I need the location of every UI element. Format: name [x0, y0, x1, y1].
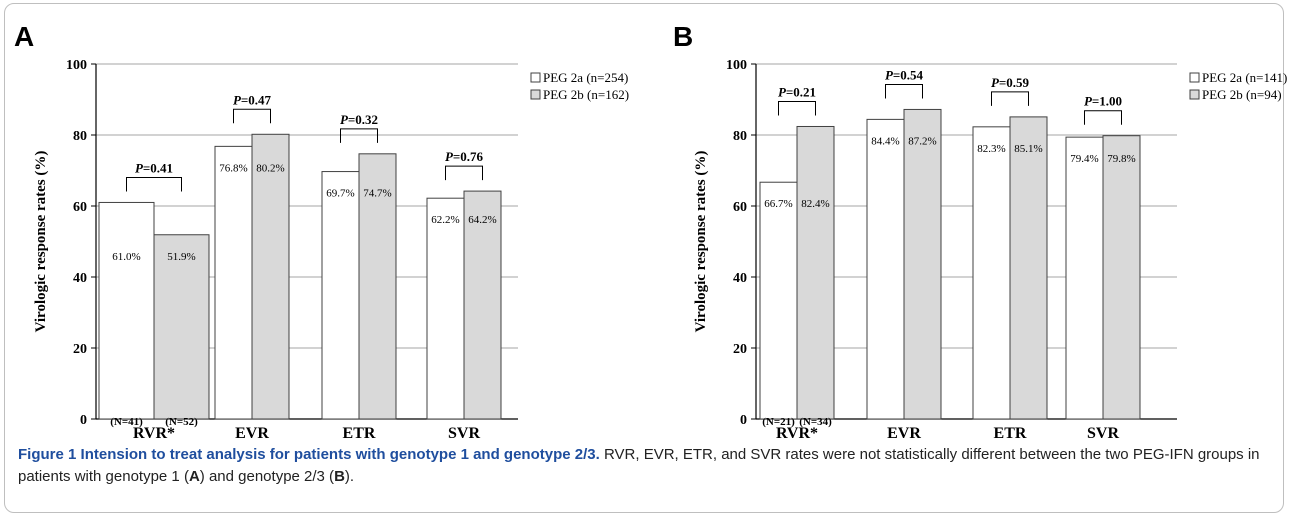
panel-a-data-label: 80.2%: [256, 162, 284, 174]
panel-a-category-label: SVR: [448, 425, 480, 440]
panel-b-bar-series-1: [1065, 136, 1104, 420]
panel-b-y-tick-label: 0: [740, 413, 747, 428]
panel-a-bar-series-2: [251, 133, 290, 420]
panel-a-legend-swatch: [530, 72, 541, 83]
panel-a-p-value-label: P=0.32: [340, 112, 378, 127]
panel-a-y-axis-label: Virologic response rates (%): [33, 151, 49, 333]
panel-a-p-value-bracket: [126, 176, 182, 192]
panel-b-bar-series-2: [796, 125, 835, 420]
panel-a-y-tick-label: 100: [66, 58, 87, 73]
panel-b-data-label: 87.2%: [908, 135, 936, 147]
panel-b-y-tick-label: 100: [726, 58, 747, 73]
figure-panels: A 0 20 40 60 80 100 Virologic response rates (%…: [14, 21, 1287, 440]
panel-a-p-value-label: P=0.47: [233, 92, 272, 107]
panel-b-data-label: 79.4%: [1070, 153, 1098, 165]
caption-text-1: RVR, EVR, ETR, and SVR rates were not st…: [18, 446, 1260, 485]
panel-b-data-label: 84.4%: [871, 135, 899, 147]
panel-a-legend-swatch: [530, 89, 541, 100]
panel-b-data-label: 85.1%: [1014, 143, 1042, 155]
panel-b-legend-swatch: [1189, 72, 1200, 83]
panel-b-data-label: 82.3%: [977, 143, 1005, 155]
panel-a-y-tick-label: 40: [73, 271, 87, 286]
panel-a-legend-label: PEG 2b (n=162): [543, 87, 629, 102]
caption-text-2: ) and genotype 2/3 (: [199, 468, 335, 485]
panel-a-y-tick-label: 0: [80, 413, 87, 428]
panel-a-data-label: 61.0%: [112, 251, 140, 263]
panel-a-category-label: EVR: [235, 425, 269, 440]
panel-a-p-value-bracket: [233, 108, 271, 124]
panel-a-n-label: (N=52): [165, 416, 198, 428]
panel-a-y-tick-label: 80: [73, 129, 87, 144]
panel-b-bar-series-1: [759, 181, 798, 420]
panel-b-bar-series-2: [903, 108, 942, 420]
panel-b-n-label: (N=21): [762, 416, 795, 428]
panel-a-n-label: (N=41): [110, 416, 143, 428]
panel-b-bar-series-1: [972, 126, 1011, 420]
panel-b-y-tick-label: 60: [733, 200, 747, 215]
panel-b-p-value-bracket: [885, 83, 923, 99]
panel-b-category-label: EVR: [887, 425, 921, 440]
panel-b-category-label: RVR*: [776, 425, 818, 440]
panel-a-category-label: RVR*: [133, 425, 175, 440]
panel-a-p-value-label: P=0.41: [135, 160, 173, 175]
panel-b-p-value-label: P=1.00: [1084, 94, 1122, 109]
caption-label: Figure 1: [18, 446, 77, 463]
panel-b-p-value-bracket: [991, 91, 1029, 106]
panel-a-data-label: 76.8%: [219, 162, 247, 174]
panel-a-bar-series-1: [321, 171, 360, 420]
panel-b-y-tick-label: 80: [733, 129, 747, 144]
panel-a-data-label: 51.9%: [167, 251, 195, 263]
panel-a-legend-label: PEG 2a (n=254): [543, 70, 628, 85]
panel-b-bar-series-2: [1009, 116, 1048, 420]
panel-a-bar-series-2: [463, 190, 502, 420]
panel-b-category-label: SVR: [1087, 425, 1119, 440]
panel-a-p-value-label: P=0.76: [445, 149, 484, 164]
panel-a-category-label: ETR: [343, 425, 376, 440]
caption-text-3: ).: [344, 468, 355, 485]
panel-a-p-value-bracket: [445, 165, 483, 181]
panel-a-data-label: 64.2%: [468, 214, 496, 226]
panel-b-data-label: 79.8%: [1107, 153, 1135, 165]
panel-b-y-axis-label: Virologic response rates (%): [693, 151, 709, 333]
panel-b-p-value-bracket: [778, 100, 816, 116]
panel-a-bar-series-1: [214, 145, 253, 420]
panel-a-p-value-bracket: [340, 128, 378, 143]
panel-a-y-tick-label: 60: [73, 200, 87, 215]
panel-b-bar-series-2: [1102, 135, 1141, 420]
panel-b-legend-label: PEG 2a (n=141): [1202, 70, 1287, 85]
panel-a-bar-series-2: [153, 234, 210, 420]
panel-b-p-value-label: P=0.21: [778, 84, 816, 99]
panel-a-data-label: 74.7%: [363, 188, 391, 200]
panel-a-bar-series-1: [98, 201, 155, 420]
panel-a-data-label: 69.7%: [326, 188, 354, 200]
panel-b-bar-series-1: [866, 118, 905, 420]
panel-b-data-label: 82.4%: [801, 198, 829, 210]
panel-a-bar-series-1: [426, 197, 465, 420]
panel-a-data-label: 62.2%: [431, 214, 459, 226]
panel-b-n-label: (N=34): [799, 416, 832, 428]
panel-b-category-label: ETR: [994, 425, 1027, 440]
panel-b-p-value-label: P=0.59: [991, 75, 1030, 90]
panel-b-legend-swatch: [1189, 89, 1200, 100]
panel-b-y-tick-label: 40: [733, 271, 747, 286]
panel-a-bar-series-2: [358, 153, 397, 420]
caption-tag-a: A: [188, 468, 200, 485]
panel-b-p-value-bracket: [1084, 110, 1122, 125]
panel-b-data-label: 66.7%: [764, 198, 792, 210]
caption-tag-b: B: [334, 468, 345, 485]
panel-b-label: B: [673, 21, 693, 52]
panel-a-y-tick-label: 20: [73, 342, 87, 357]
figure-caption: Figure 1 Intension to treat analysis for…: [18, 444, 1268, 488]
panel-b-legend-label: PEG 2b (n=94): [1202, 87, 1282, 102]
caption-title: Intension to treat analysis for patients…: [80, 446, 600, 463]
panel-b-p-value-label: P=0.54: [885, 67, 924, 82]
figure-frame: [4, 3, 1284, 513]
panel-b-y-tick-label: 20: [733, 342, 747, 357]
panel-a-label: A: [14, 21, 34, 52]
